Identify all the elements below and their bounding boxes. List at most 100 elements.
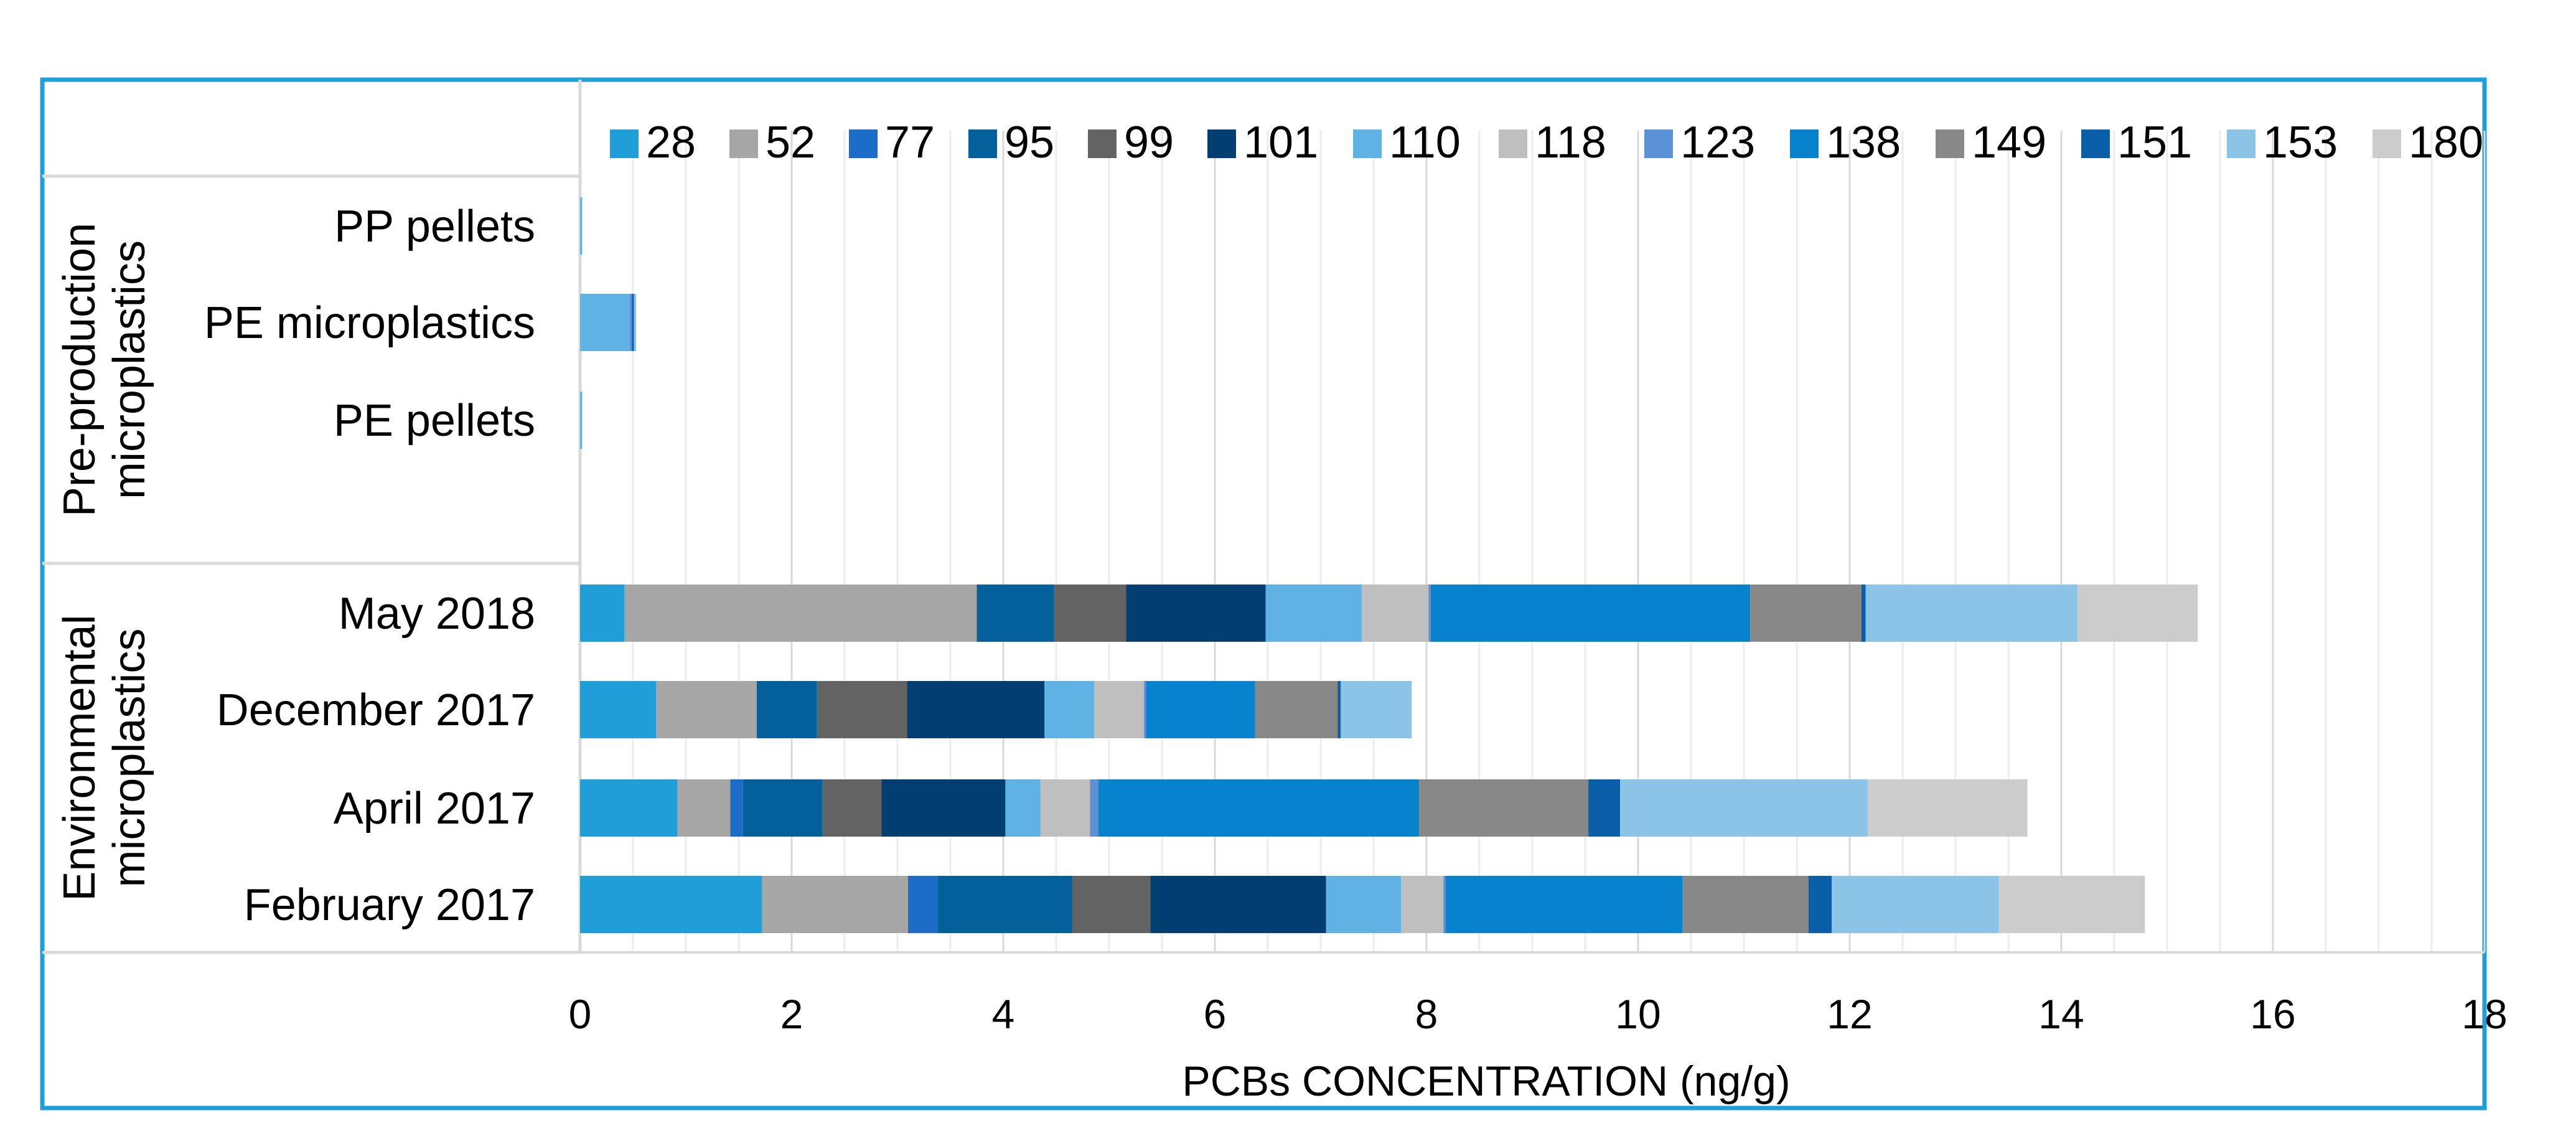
- category-label: PP pellets: [334, 202, 535, 251]
- bar-segment: [677, 779, 731, 837]
- legend-swatch: [610, 129, 639, 158]
- x-tick-label: 6: [1204, 991, 1227, 1037]
- bar-segment: [1861, 585, 1866, 642]
- bar-segment: [1054, 585, 1126, 642]
- bar-segment: [756, 681, 817, 738]
- category-label: May 2018: [339, 589, 535, 639]
- bar-segment: [1362, 585, 1429, 642]
- legend-label: 28: [646, 118, 696, 167]
- legend-label: 99: [1124, 118, 1174, 167]
- x-tick-label: 0: [569, 991, 592, 1037]
- x-tick-label: 16: [2250, 991, 2295, 1037]
- bar-segment: [908, 876, 938, 933]
- bar-segment: [656, 681, 757, 738]
- bar-segment: [634, 294, 637, 351]
- x-tick-label: 14: [2038, 991, 2084, 1037]
- legend-label: 153: [2263, 118, 2338, 167]
- group-label-line: microplastics: [105, 628, 154, 887]
- group-label-line: microplastics: [105, 240, 154, 499]
- bar-segment: [629, 294, 632, 351]
- bar-segment: [1588, 779, 1621, 837]
- legend-label: 95: [1005, 118, 1054, 167]
- x-axis-title: PCBs CONCENTRATION (ng/g): [1182, 1058, 1790, 1105]
- legend-swatch: [2081, 129, 2110, 158]
- legend-label: 138: [1826, 118, 1901, 167]
- bar-segment: [1265, 585, 1362, 642]
- bar-segment: [1040, 779, 1090, 837]
- legend-swatch: [729, 129, 758, 158]
- legend-label: 123: [1680, 118, 1755, 167]
- bar-segment: [1146, 681, 1255, 738]
- bar-segment: [1443, 876, 1446, 933]
- legend-swatch: [1644, 129, 1673, 158]
- bar-segment: [1144, 681, 1146, 738]
- bar-segment: [1337, 681, 1341, 738]
- bar-segment: [1865, 585, 2077, 642]
- bar-segment: [580, 294, 630, 351]
- bar-segment: [580, 392, 583, 449]
- bar-segment: [580, 876, 762, 933]
- x-tick-label: 2: [780, 991, 803, 1037]
- legend-swatch: [1790, 129, 1819, 158]
- category-label: April 2017: [334, 784, 535, 834]
- bar-segment: [1401, 876, 1444, 933]
- bar-segment: [1750, 585, 1862, 642]
- legend-label: 110: [1389, 118, 1461, 167]
- legend-label: 149: [1972, 118, 2046, 167]
- bar-segment: [937, 876, 1072, 933]
- legend-swatch: [1207, 129, 1236, 158]
- bar-segment: [730, 779, 743, 837]
- bar-segment: [1430, 585, 1751, 642]
- bar-segment: [1808, 876, 1832, 933]
- bars: [580, 197, 2198, 933]
- bar-segment: [1005, 779, 1041, 837]
- category-label: PE pellets: [334, 396, 535, 446]
- bar-segment: [1098, 779, 1420, 837]
- legend-label: 118: [1535, 118, 1606, 167]
- bar-segment: [1044, 681, 1095, 738]
- bar-segment: [1150, 876, 1326, 933]
- bar-segment: [817, 681, 907, 738]
- bar-segment: [1255, 681, 1338, 738]
- bar-segment: [624, 585, 977, 642]
- legend-swatch: [1936, 129, 1964, 158]
- legend-swatch: [2372, 129, 2401, 158]
- bar-segment: [1428, 585, 1431, 642]
- legend-label: 151: [2117, 118, 2192, 167]
- bar-segment: [1620, 779, 1868, 837]
- legend-label: 180: [2409, 118, 2483, 167]
- bar-segment: [580, 585, 625, 642]
- bar-segment: [1998, 876, 2145, 933]
- bar-segment: [580, 779, 678, 837]
- group-label-line: Environmental: [55, 614, 105, 901]
- bar-segment: [1126, 585, 1266, 642]
- category-label: December 2017: [217, 685, 535, 735]
- legend: 28 52 77 95 99 101 110 118 123 138 149 151 153 180: [610, 118, 2483, 167]
- category-label: PE microplastics: [204, 298, 535, 348]
- bar-segment: [1090, 779, 1098, 837]
- legend-swatch: [849, 129, 878, 158]
- bar-segment: [1326, 876, 1402, 933]
- legend-swatch: [968, 129, 997, 158]
- legend-label: 77: [885, 118, 935, 167]
- legend-swatch: [1353, 129, 1382, 158]
- bar-segment: [977, 585, 1054, 642]
- legend-label: 101: [1244, 118, 1318, 167]
- bar-segment: [1682, 876, 1809, 933]
- bar-segment: [1867, 779, 2028, 837]
- x-tick-label: 8: [1415, 991, 1438, 1037]
- x-tick-label: 18: [2461, 991, 2507, 1037]
- bar-segment: [1419, 779, 1589, 837]
- bar-segment: [907, 681, 1045, 738]
- x-tick-label: 12: [1827, 991, 1872, 1037]
- bar-segment: [1341, 681, 1412, 738]
- bar-segment: [762, 876, 908, 933]
- group-label-line: Pre-production: [55, 223, 105, 517]
- category-label: February 2017: [244, 880, 535, 930]
- bar-segment: [2077, 585, 2198, 642]
- bar-segment: [742, 779, 823, 837]
- group-label: Environmental microplastics: [55, 614, 154, 901]
- bar-segment: [632, 294, 634, 351]
- bar-segment: [1832, 876, 1999, 933]
- bar-segment: [1072, 876, 1151, 933]
